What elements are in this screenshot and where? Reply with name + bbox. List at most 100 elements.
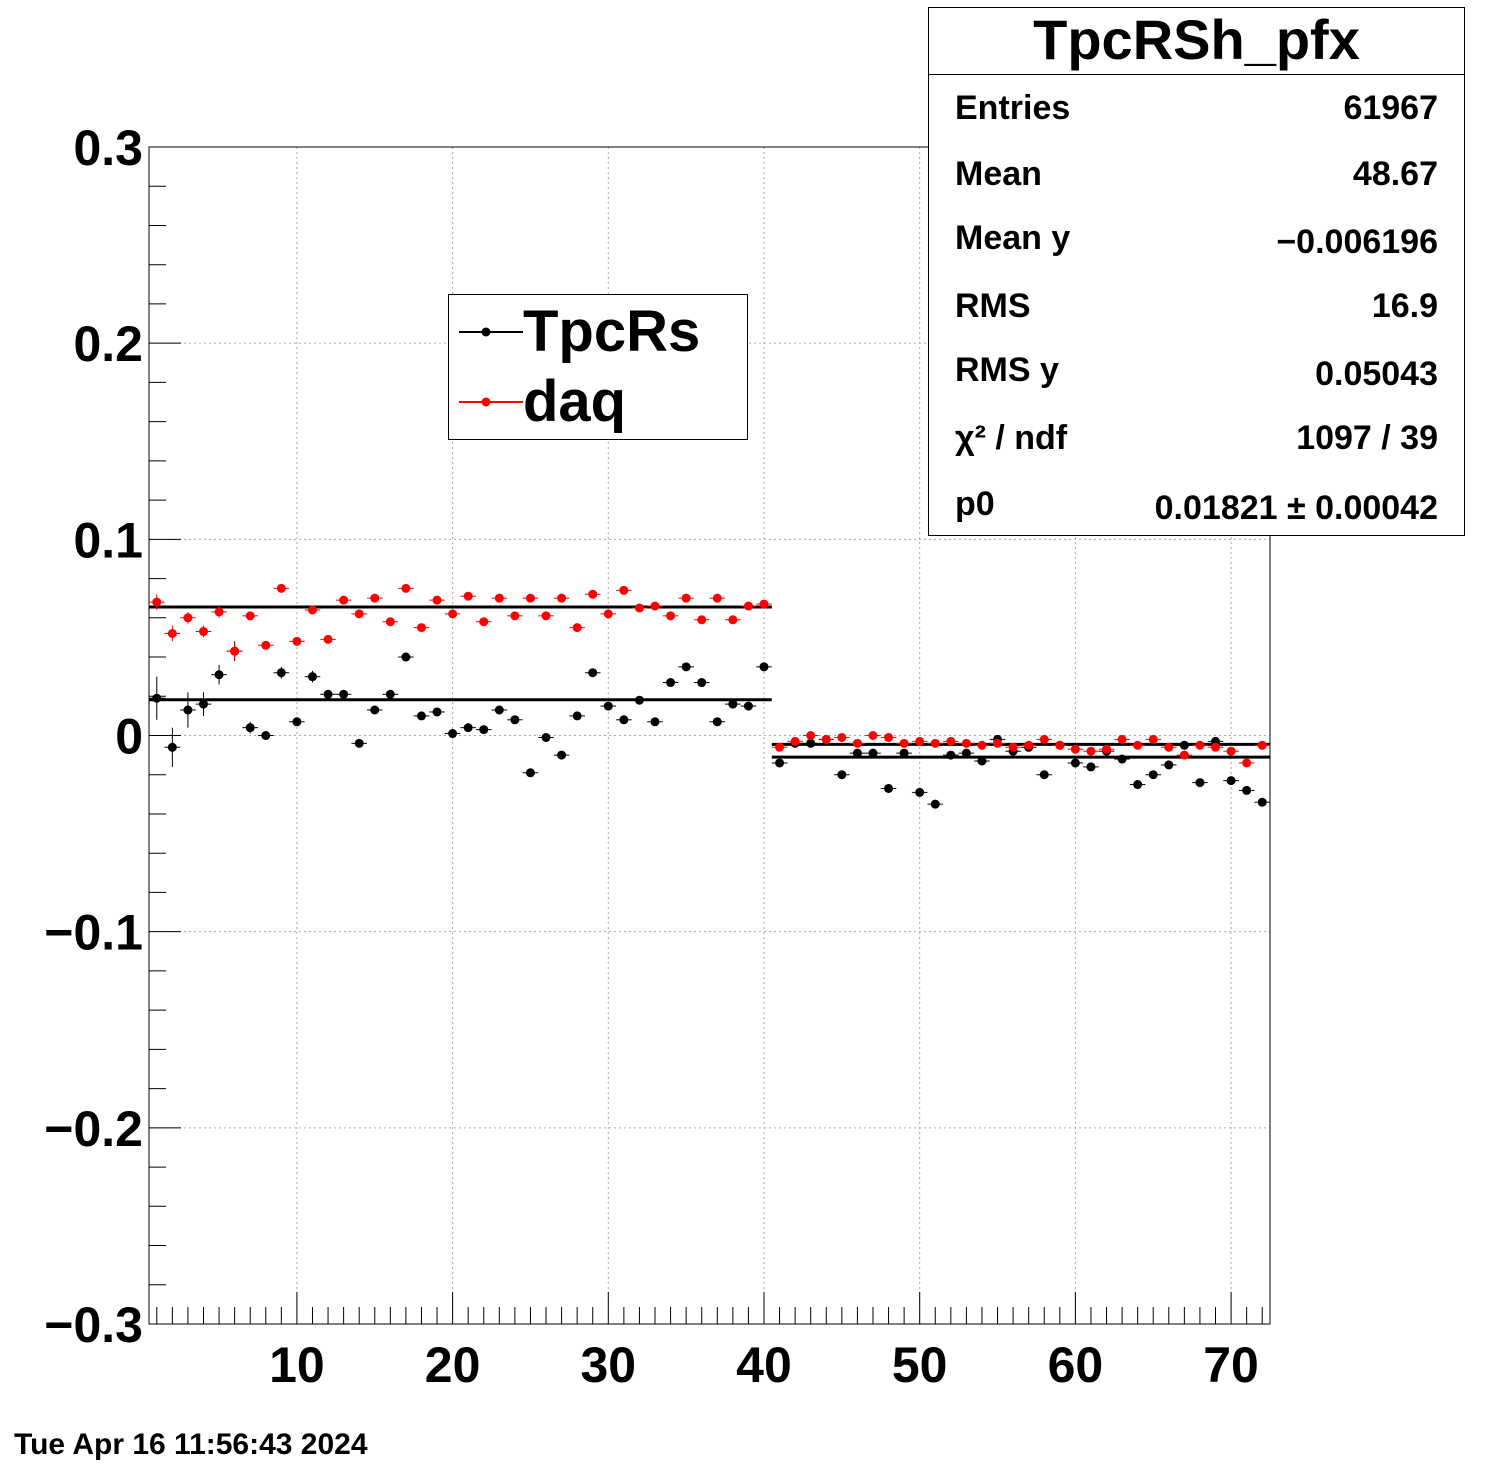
point-daq (756, 599, 772, 609)
marker (261, 731, 271, 740)
marker (852, 738, 862, 748)
axes (148, 146, 1271, 1325)
point-tpcrs (413, 711, 430, 721)
marker (775, 742, 785, 752)
stats-row-mean: Mean 48.67 (955, 154, 1438, 194)
marker (1148, 734, 1158, 744)
marker (307, 605, 317, 615)
point-tpcrs (756, 662, 772, 672)
y-tick-label: −0.1 (44, 905, 143, 961)
y-tick-labels: 0.3 0.2 0.1 0 −0.1 −0.2 −0.3 (44, 120, 143, 1353)
point-daq (740, 601, 757, 611)
point-daq (553, 593, 570, 603)
y-tick-label: −0.2 (44, 1101, 143, 1157)
marker (588, 668, 598, 678)
marker (681, 593, 691, 603)
legend-entry-tpcrs: TpcRs (449, 297, 747, 367)
stats-row-chi2: χ² / ndf 1097 / 39 (955, 418, 1438, 458)
marker (1211, 742, 1221, 752)
point-daq (320, 634, 336, 644)
legend: TpcRs daq (448, 294, 748, 440)
marker (432, 595, 442, 605)
point-tpcrs (693, 678, 710, 688)
marker (401, 583, 411, 593)
marker (712, 593, 722, 603)
legend-marker-red (459, 397, 523, 407)
point-daq (1238, 758, 1255, 768)
stats-key: RMS (955, 287, 1031, 325)
marker (416, 711, 426, 721)
marker (494, 705, 504, 715)
marker (1242, 785, 1252, 795)
marker (728, 699, 738, 709)
point-daq (149, 594, 165, 610)
marker (323, 634, 333, 644)
marker (339, 595, 349, 605)
marker (759, 599, 769, 609)
marker (759, 662, 769, 672)
point-daq (460, 591, 476, 601)
marker (448, 729, 458, 739)
point-tpcrs (475, 725, 492, 735)
marker (743, 701, 753, 711)
point-tpcrs (865, 748, 881, 758)
marker (448, 609, 458, 619)
point-tpcrs (553, 750, 570, 760)
x-tick-label: 10 (269, 1337, 325, 1393)
marker (1242, 758, 1252, 768)
marker (339, 689, 349, 699)
point-daq (927, 738, 944, 748)
point-tpcrs (1145, 770, 1162, 780)
marker (1257, 797, 1267, 807)
marker (837, 732, 847, 742)
stats-value: 61967 (1343, 89, 1438, 127)
marker (806, 738, 816, 748)
point-daq (335, 595, 352, 605)
y-tick-label: 0.3 (73, 120, 143, 176)
point-tpcrs (1223, 776, 1239, 786)
x-tick-label: 60 (1048, 1337, 1104, 1393)
point-daq (273, 583, 290, 593)
y-tick-label: 0.1 (73, 512, 143, 568)
marker (899, 748, 909, 758)
marker (1117, 754, 1127, 764)
marker (198, 627, 208, 637)
point-daq (226, 643, 243, 659)
marker (167, 628, 177, 638)
point-daq (475, 617, 492, 627)
y-tick-label: 0 (115, 709, 143, 765)
marker (416, 623, 426, 633)
point-daq (709, 593, 726, 603)
marker (541, 611, 551, 621)
point-tpcrs (460, 723, 476, 733)
point-daq (631, 603, 648, 613)
stats-value: −0.006196 (1276, 223, 1438, 261)
legend-marker-black (459, 327, 523, 337)
marker (634, 603, 644, 613)
marker (198, 699, 208, 709)
marker (993, 738, 1003, 748)
point-tpcrs (849, 748, 866, 758)
point-tpcrs (802, 738, 819, 748)
marker (385, 617, 395, 627)
point-daq (491, 593, 508, 603)
marker (214, 607, 224, 617)
stats-key: Mean y (955, 219, 1071, 257)
x-tick-label: 50 (892, 1337, 948, 1393)
marker (152, 597, 162, 607)
marker (1257, 740, 1267, 750)
marker (650, 717, 660, 727)
point-daq (382, 617, 399, 627)
point-daq (1254, 740, 1270, 750)
point-daq (1052, 740, 1068, 750)
point-daq (1145, 734, 1162, 744)
point-tpcrs (1161, 760, 1177, 770)
marker (525, 593, 535, 603)
point-tpcrs (242, 721, 258, 734)
marker (1179, 750, 1189, 760)
point-daq (865, 731, 881, 740)
point-tpcrs (304, 670, 321, 683)
point-daq (569, 623, 585, 633)
point-daq (289, 636, 305, 646)
marker (697, 678, 707, 688)
